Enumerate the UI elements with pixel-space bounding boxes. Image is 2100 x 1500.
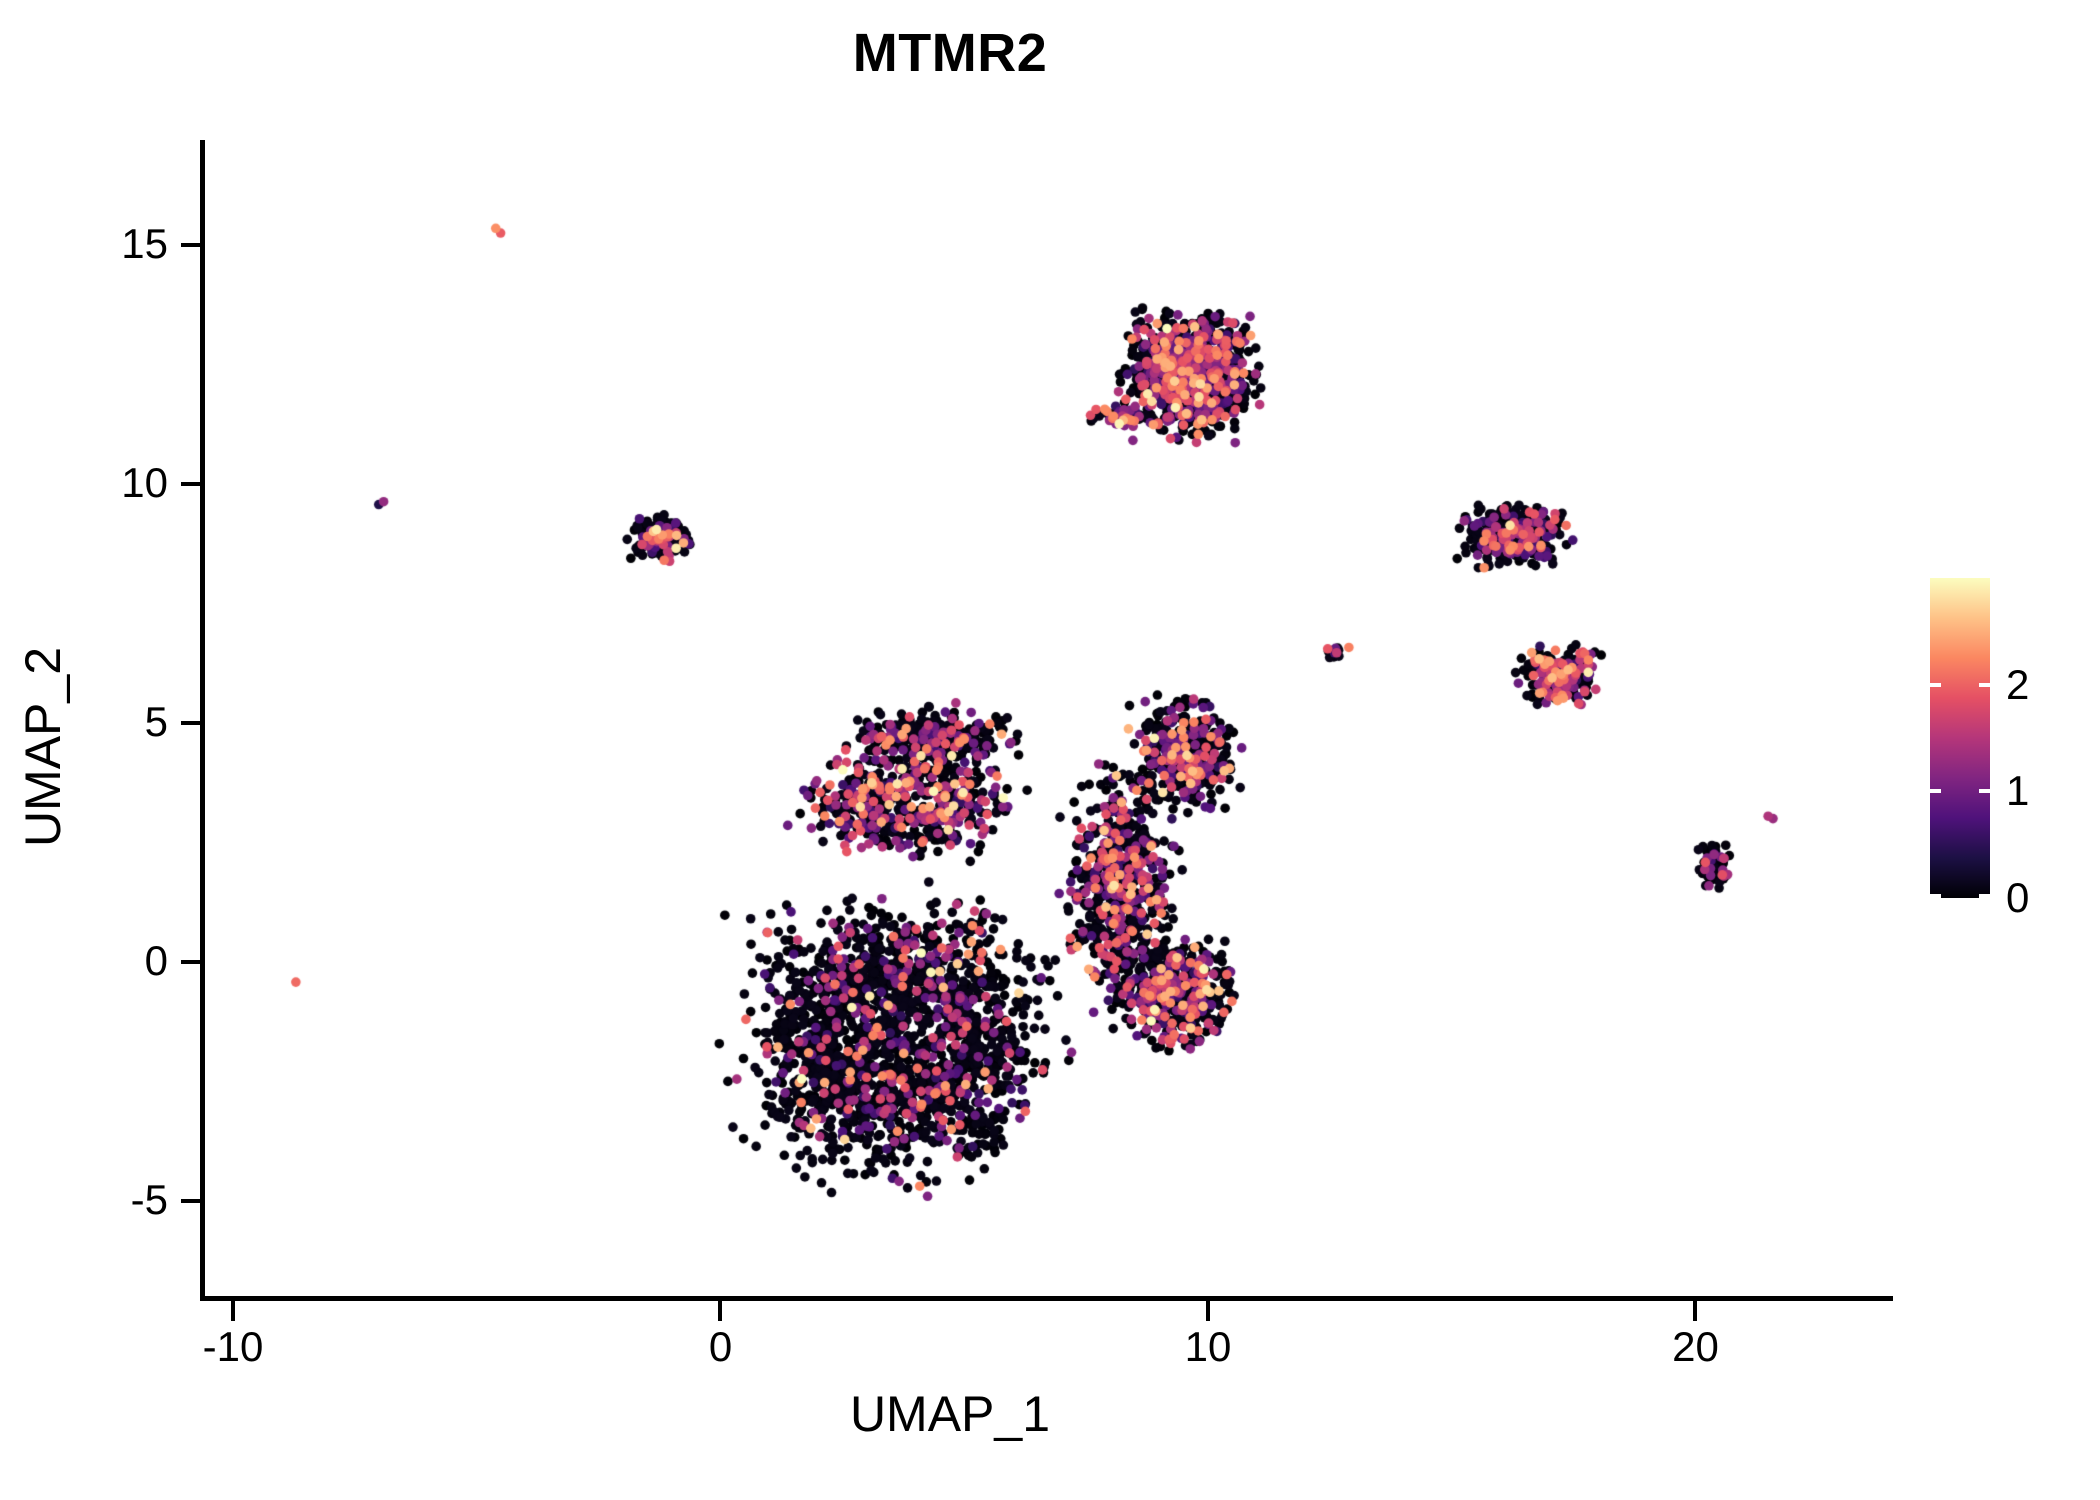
x-axis-line [200,1296,1893,1301]
colorbar-tick-mark [1930,894,1990,898]
x-tick-mark [1205,1301,1210,1321]
y-tick-label: 5 [144,698,168,745]
y-tick-mark [181,243,201,247]
x-tick-label: -10 [202,1323,264,1370]
colorbar-gradient [1930,578,1990,898]
y-tick-mark [181,721,201,725]
x-tick: -10 [203,1326,264,1368]
colorbar-tick-mark [1930,682,1990,687]
page-title: MTMR2 [852,23,1048,83]
colorbar-tick-label: 0 [2006,874,2030,921]
y-axis-title: UMAP_2 [15,646,71,848]
y-tick: 15 [0,223,168,265]
y-tick-label: -5 [130,1176,168,1223]
y-tick-label: 15 [121,220,168,267]
x-tick-mark [230,1301,235,1321]
x-tick-label: 20 [1672,1323,1719,1370]
x-tick: 20 [1672,1326,1719,1368]
y-tick-mark [181,960,201,964]
x-tick-mark [718,1301,722,1321]
colorbar-tick-label: 1 [2006,767,2030,815]
colorbar-tick-label: 2 [2006,660,2030,708]
y-tick-mark [181,1199,201,1203]
y-tick-label: 10 [121,459,168,506]
x-tick-label: 0 [708,1323,733,1370]
y-tick: -5 [0,1179,168,1221]
x-tick-mark [1693,1301,1697,1321]
x-tick: 10 [1185,1326,1232,1368]
colorbar-tick-mark [1930,789,1990,794]
x-tick-label: 10 [1184,1323,1232,1370]
x-tick: 0 [709,1326,732,1368]
y-tick-label: 0 [144,937,168,984]
y-tick-mark [181,482,201,486]
x-axis-title: UMAP_1 [849,1386,1051,1442]
